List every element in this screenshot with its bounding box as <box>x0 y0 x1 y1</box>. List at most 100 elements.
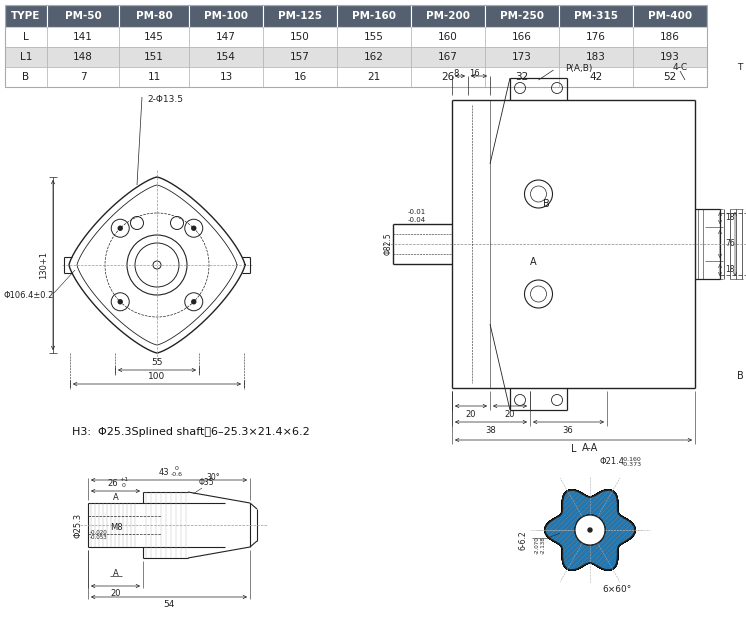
Bar <box>559 27 633 47</box>
Text: Φ25.3: Φ25.3 <box>74 513 83 538</box>
Text: PM-315: PM-315 <box>574 11 618 21</box>
Circle shape <box>588 528 592 532</box>
Bar <box>47 47 119 67</box>
Text: A-A: A-A <box>582 443 598 453</box>
Bar <box>337 67 411 87</box>
Text: 148: 148 <box>73 52 93 62</box>
Text: 141: 141 <box>73 32 93 42</box>
Text: 76: 76 <box>725 239 735 249</box>
Text: 20: 20 <box>110 589 121 598</box>
Bar <box>337 27 411 47</box>
Text: 20: 20 <box>466 410 476 419</box>
Bar <box>411 27 485 47</box>
Text: 8: 8 <box>454 68 459 78</box>
Bar <box>5 47 47 67</box>
Text: 155: 155 <box>364 32 384 42</box>
Text: 167: 167 <box>438 52 458 62</box>
Text: 4-C: 4-C <box>672 63 688 73</box>
Text: 145: 145 <box>144 32 164 42</box>
Circle shape <box>118 226 122 230</box>
Text: A: A <box>113 569 119 577</box>
Text: L: L <box>23 32 29 42</box>
Text: 147: 147 <box>216 32 236 42</box>
Text: -0.020
-0.053: -0.020 -0.053 <box>90 529 107 541</box>
Text: Φ82.5: Φ82.5 <box>383 232 392 255</box>
Circle shape <box>575 515 605 545</box>
Text: Φ35: Φ35 <box>198 478 214 487</box>
Text: 151: 151 <box>144 52 164 62</box>
Bar <box>189 27 263 47</box>
Text: PM-200: PM-200 <box>426 11 470 21</box>
Text: L1: L1 <box>20 52 32 62</box>
Text: 6×60°: 6×60° <box>602 585 631 595</box>
Text: T: T <box>737 63 743 73</box>
Circle shape <box>192 299 195 304</box>
Bar <box>633 67 707 87</box>
Bar <box>47 67 119 87</box>
Text: 16: 16 <box>293 72 307 82</box>
Text: 20: 20 <box>505 410 515 419</box>
Text: PM-80: PM-80 <box>136 11 172 21</box>
Text: 2-Φ13.5: 2-Φ13.5 <box>147 95 183 104</box>
Text: B: B <box>736 371 743 381</box>
Bar <box>189 47 263 67</box>
Bar <box>337 5 411 27</box>
Text: PM-250: PM-250 <box>500 11 544 21</box>
Text: 43: 43 <box>159 468 169 477</box>
Text: M8: M8 <box>110 523 122 531</box>
Bar <box>633 5 707 27</box>
Text: PM-400: PM-400 <box>648 11 692 21</box>
PathPatch shape <box>545 490 635 570</box>
Bar <box>633 47 707 67</box>
Bar <box>5 5 47 27</box>
Text: B: B <box>22 72 30 82</box>
Text: 13: 13 <box>219 72 233 82</box>
Text: 55: 55 <box>151 358 163 367</box>
Bar <box>47 27 119 47</box>
Text: H3:  Φ25.3Splined shaft，6–25.3×21.4×6.2: H3: Φ25.3Splined shaft，6–25.3×21.4×6.2 <box>72 427 310 437</box>
Text: 162: 162 <box>364 52 384 62</box>
Bar <box>5 27 47 47</box>
Bar <box>119 47 189 67</box>
Text: PM-100: PM-100 <box>204 11 248 21</box>
Text: L: L <box>571 444 576 454</box>
Text: PM-50: PM-50 <box>65 11 101 21</box>
Text: 160: 160 <box>438 32 458 42</box>
Bar <box>5 67 47 87</box>
Bar <box>5 5 707 87</box>
Bar <box>559 67 633 87</box>
Bar <box>263 27 337 47</box>
Text: TYPE: TYPE <box>11 11 41 21</box>
Text: +1
0: +1 0 <box>119 477 128 488</box>
Bar <box>411 67 485 87</box>
Bar <box>119 67 189 87</box>
Text: -0.160
-0.373: -0.160 -0.373 <box>622 456 642 467</box>
Text: 100: 100 <box>148 372 166 381</box>
Bar <box>559 5 633 27</box>
Bar <box>119 27 189 47</box>
Text: 186: 186 <box>660 32 680 42</box>
Text: 36: 36 <box>562 426 574 435</box>
Bar <box>189 67 263 87</box>
Bar <box>411 47 485 67</box>
Bar <box>263 5 337 27</box>
Text: 183: 183 <box>586 52 606 62</box>
Text: 16: 16 <box>468 68 480 78</box>
Bar <box>485 5 559 27</box>
Circle shape <box>118 299 122 304</box>
Text: 21: 21 <box>367 72 380 82</box>
Text: 173: 173 <box>512 52 532 62</box>
Bar <box>47 5 119 27</box>
Bar <box>119 5 189 27</box>
Text: 130+1: 130+1 <box>39 251 48 279</box>
Text: 193: 193 <box>660 52 680 62</box>
Text: 11: 11 <box>148 72 160 82</box>
Text: 52: 52 <box>663 72 677 82</box>
Text: 26: 26 <box>107 479 118 488</box>
Bar <box>559 47 633 67</box>
Bar <box>263 47 337 67</box>
Text: PM-160: PM-160 <box>352 11 396 21</box>
Text: 42: 42 <box>589 72 603 82</box>
Bar <box>485 67 559 87</box>
Bar <box>411 5 485 27</box>
